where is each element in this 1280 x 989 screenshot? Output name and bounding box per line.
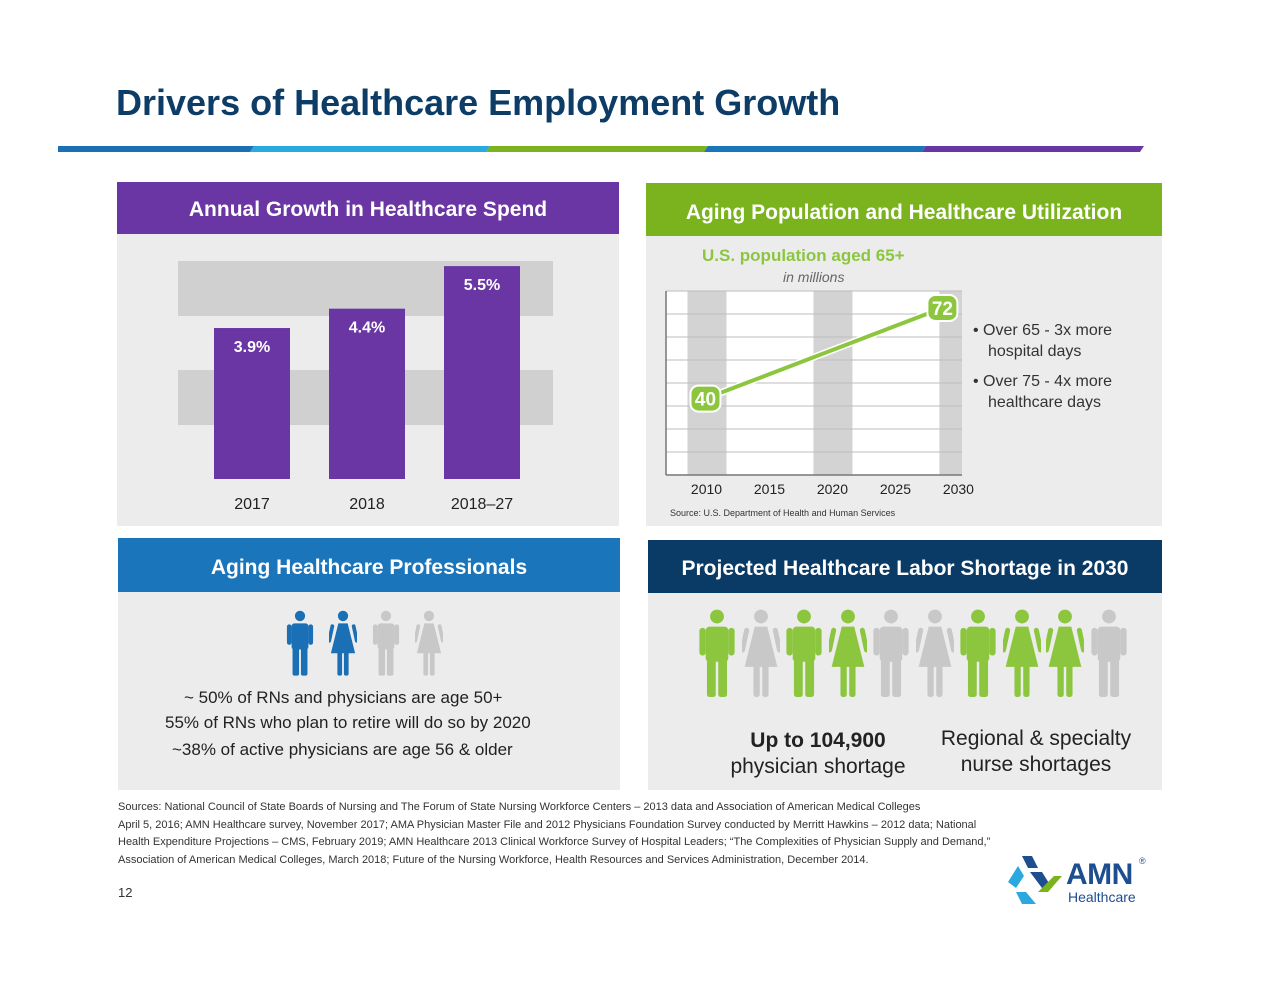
x-tick-label: 2025 xyxy=(880,481,911,497)
bar-category-label: 2018 xyxy=(349,496,385,513)
physician-shortage-label: physician shortage xyxy=(730,755,906,778)
bar-category-label: 2018–27 xyxy=(451,496,513,513)
sources-line-1: Sources: National Council of State Board… xyxy=(118,801,921,813)
spend-panel: Annual Growth in Healthcare Spend 3.9% 20… xyxy=(117,182,619,526)
population-chart-title: U.S. population aged 65+ xyxy=(702,246,905,265)
professionals-line-1: ~ 50% of RNs and physicians are age 50+ xyxy=(184,688,503,707)
amn-logo-sub: Healthcare xyxy=(1068,889,1136,905)
x-tick-label: 2020 xyxy=(817,481,848,497)
bullet-1-line1: Over 65 - 3x more xyxy=(983,322,1112,339)
bullet-2-line2: healthcare days xyxy=(988,394,1101,411)
data-point-label: 72 xyxy=(932,299,953,320)
spend-bar-chart: 3.9% 2017 4.4% 2018 5.5% 2018–27 xyxy=(178,261,553,513)
bar-2017 xyxy=(214,328,290,479)
data-point-badge xyxy=(689,384,722,413)
man-icon xyxy=(1090,609,1127,697)
physician-shortage-value: Up to 104,900 xyxy=(750,729,886,752)
amn-logo-reg: ® xyxy=(1139,856,1146,866)
bar-2018–27 xyxy=(444,266,520,479)
x-tick-label: 2010 xyxy=(691,481,722,497)
population-chart-subtitle: in millions xyxy=(783,269,845,285)
nurse-shortage-label: nurse shortages xyxy=(960,753,1112,776)
x-tick-label: 2015 xyxy=(754,481,785,497)
woman-icon xyxy=(329,610,357,676)
bullet-1: • Over 65 - 3x more hospital days xyxy=(973,322,1112,360)
nurse-shortage-value: Regional & specialty xyxy=(940,727,1132,750)
amn-logo-mark-icon xyxy=(1008,856,1062,904)
sources-line-3: Health Expenditure Projections – CMS, Fe… xyxy=(118,836,991,848)
spend-panel-header: Annual Growth in Healthcare Spend xyxy=(117,182,619,234)
aging-population-panel: Aging Population and Healthcare Utilizat… xyxy=(646,183,1162,526)
woman-icon xyxy=(1046,609,1084,697)
woman-icon xyxy=(1002,609,1041,697)
population-source: Source: U.S. Department of Health and Hu… xyxy=(670,508,896,518)
man-icon xyxy=(786,609,822,697)
man-icon xyxy=(873,609,909,697)
sources-line-4: Association of American Medical Colleges… xyxy=(118,853,869,866)
sources-footnote: Sources: National Council of State Board… xyxy=(118,799,1158,869)
x-tick-label: 2030 xyxy=(943,481,974,497)
data-point-label: 40 xyxy=(695,390,716,411)
bullet-2-line1: Over 75 - 4x more xyxy=(983,373,1112,390)
sources-line-2: April 5, 2016; AMN Healthcare survey, No… xyxy=(118,818,977,831)
title-underline xyxy=(58,146,1144,152)
series-line xyxy=(704,306,944,401)
bullet-2: • Over 75 - 4x more healthcare days xyxy=(973,373,1112,411)
spend-panel-title: Annual Growth in Healthcare Spend xyxy=(188,198,548,221)
professionals-figures xyxy=(286,610,456,680)
woman-icon xyxy=(915,609,954,697)
professionals-panel: Aging Healthcare Professionals ~ 50% of … xyxy=(118,538,620,790)
bar-category-label: 2017 xyxy=(234,496,270,513)
bar-value-label: 5.5% xyxy=(464,277,500,294)
woman-icon xyxy=(415,610,443,676)
aging-population-header: Aging Population and Healthcare Utilizat… xyxy=(646,183,1162,236)
aging-population-title: Aging Population and Healthcare Utilizat… xyxy=(685,201,1123,224)
bar-value-label: 4.4% xyxy=(349,320,385,337)
man-icon xyxy=(960,609,996,697)
population-line-chart: 2010 2015 2020 2025 2030 40 72 xyxy=(665,290,974,497)
shortage-title: Projected Healthcare Labor Shortage in 2… xyxy=(681,557,1129,580)
bar-2018 xyxy=(329,308,405,479)
woman-icon xyxy=(828,609,867,697)
professionals-title: Aging Healthcare Professionals xyxy=(210,556,528,579)
slide-title: Drivers of Healthcare Employment Growth xyxy=(116,82,841,123)
professionals-line-3: ~38% of active physicians are age 56 & o… xyxy=(172,740,513,759)
man-icon xyxy=(286,610,314,676)
professionals-line-2: 55% of RNs who plan to retire will do so… xyxy=(165,713,531,732)
bar-value-label: 3.9% xyxy=(234,339,270,356)
shortage-panel: Projected Healthcare Labor Shortage in 2… xyxy=(648,540,1162,790)
professionals-header: Aging Healthcare Professionals xyxy=(118,538,620,592)
man-icon xyxy=(372,610,400,676)
amn-logo-name: AMN xyxy=(1066,858,1133,891)
amn-logo: AMN ® Healthcare xyxy=(1008,856,1158,906)
shortage-header: Projected Healthcare Labor Shortage in 2… xyxy=(648,540,1162,593)
man-icon xyxy=(699,609,735,697)
data-point-badge xyxy=(926,293,959,322)
page-number: 12 xyxy=(118,885,133,900)
shortage-figures xyxy=(698,609,1138,699)
woman-icon xyxy=(741,609,780,697)
bullet-1-line2: hospital days xyxy=(988,343,1082,360)
